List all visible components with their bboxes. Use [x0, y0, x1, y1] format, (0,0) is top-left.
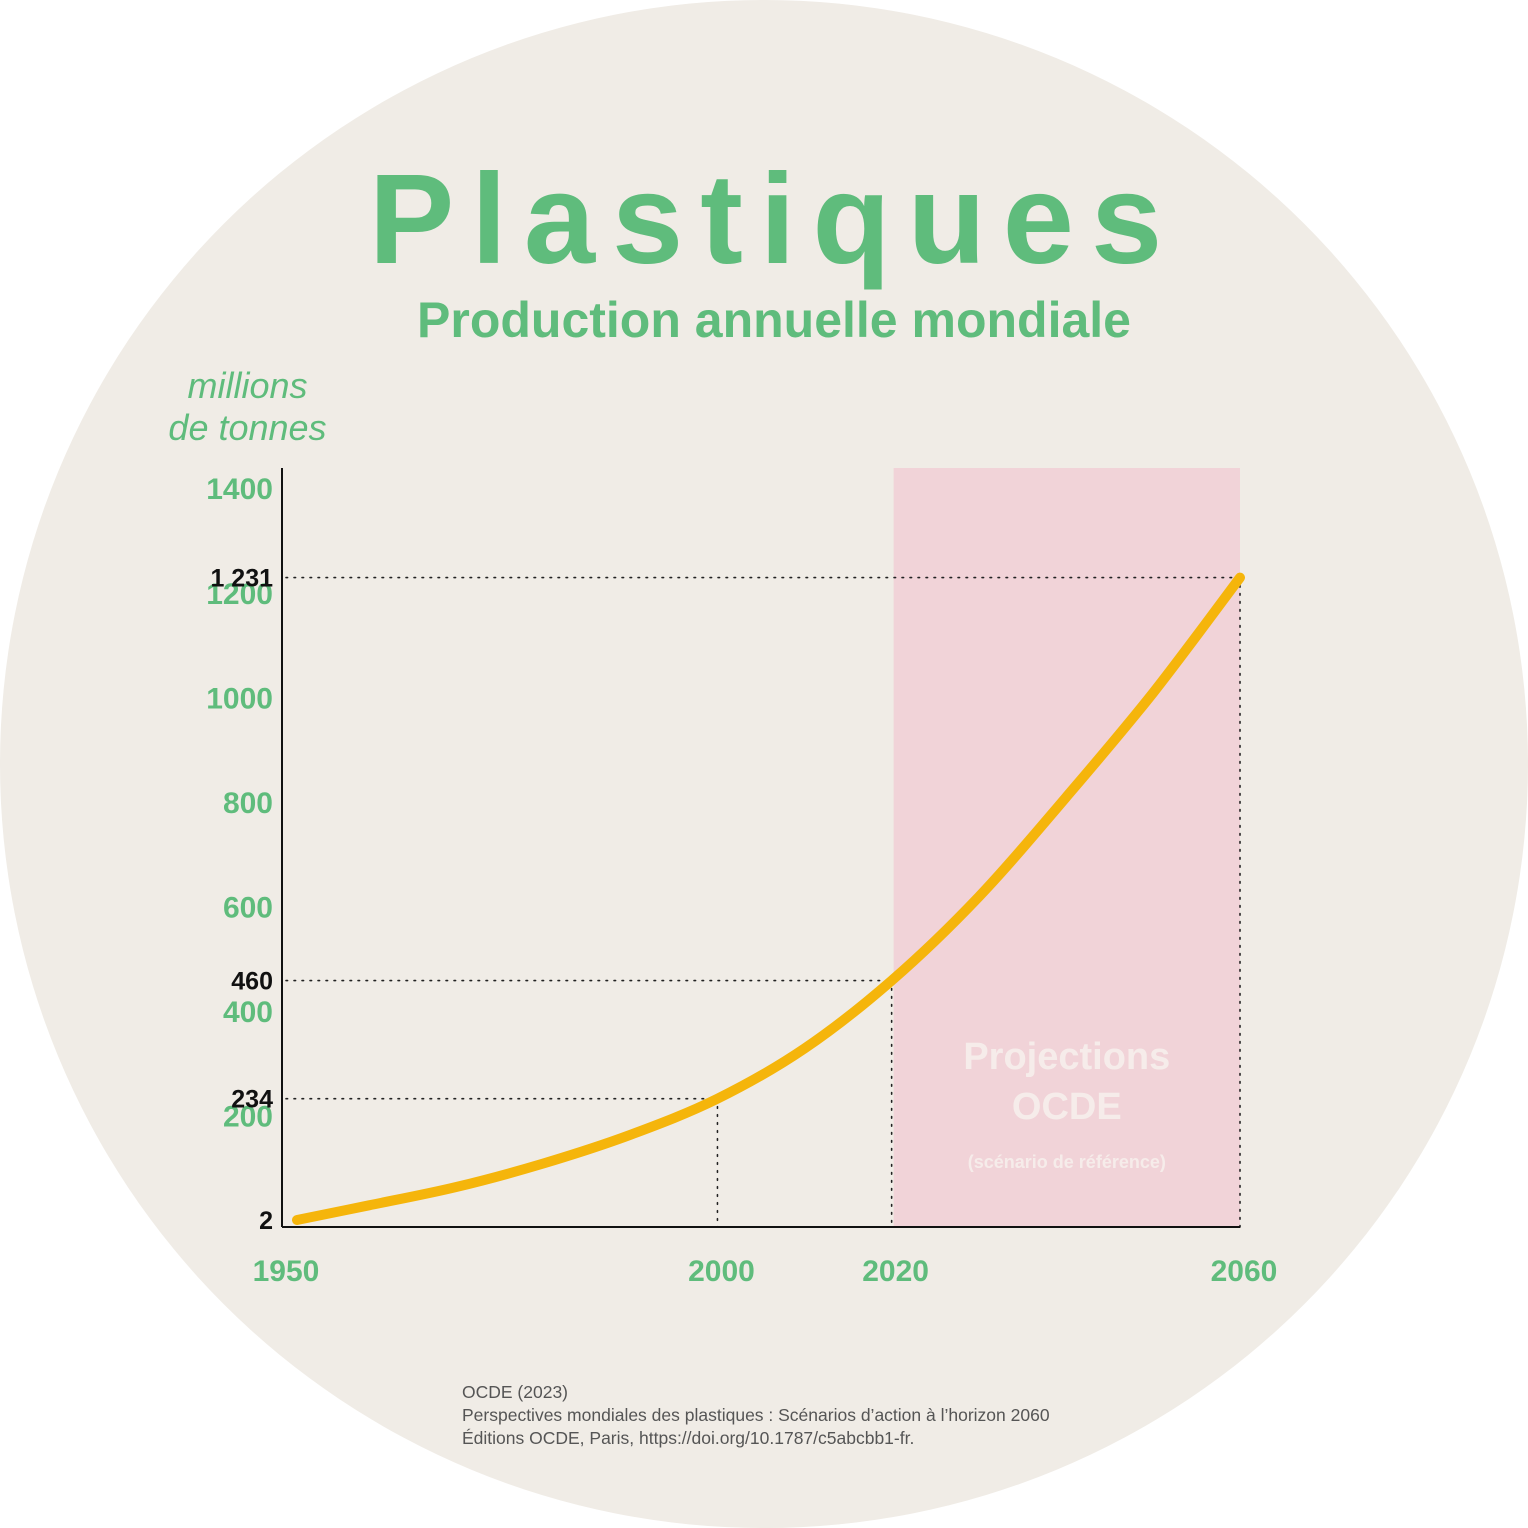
value-label: 460 [231, 968, 273, 996]
source-line-3: Éditions OCDE, Paris, https://doi.org/10… [462, 1428, 915, 1448]
y-tick-label: 1000 [206, 682, 273, 715]
projection-zone-label: Projections OCDE (scénario de référence) [963, 1036, 1170, 1172]
y-tick-label: 800 [223, 787, 273, 820]
projection-label-line: Projections [963, 1036, 1170, 1078]
unit-line-2: de tonnes [168, 407, 327, 448]
y-axis-ticks: 1400 1200 1000 800 600 400 200 [206, 473, 273, 1133]
guide-lines [285, 576, 1241, 1228]
x-tick-label: 2000 [688, 1255, 755, 1288]
production-curve [292, 572, 1245, 1225]
projection-zone [893, 468, 1240, 1227]
unit-line-1: millions [187, 365, 308, 406]
x-tick-label: 2020 [862, 1255, 929, 1288]
y-tick-label: 1200 [206, 578, 273, 611]
x-tick-label: 1950 [253, 1255, 320, 1288]
projection-label-line: OCDE [1012, 1086, 1122, 1128]
chart-title: Plastiques [368, 148, 1180, 291]
y-axis-unit-label: millions de tonnes [140, 365, 355, 449]
y-tick-label: 200 [223, 1100, 273, 1133]
value-label: 2 [259, 1207, 273, 1235]
source-note: OCDE (2023) Perspectives mondiales des p… [462, 1381, 1050, 1450]
y-tick-label: 400 [223, 996, 273, 1029]
y-tick-label: 600 [223, 891, 273, 924]
value-label: 234 [231, 1086, 273, 1114]
value-label: 1 231 [210, 565, 273, 593]
value-labels: 2 234 460 1 231 [210, 565, 273, 1235]
x-tick-label: 2060 [1211, 1255, 1278, 1288]
y-tick-label: 1400 [206, 473, 273, 506]
projection-sublabel: (scénario de référence) [968, 1152, 1166, 1172]
x-axis-ticks: 1950 2000 2020 2060 [253, 1255, 1278, 1288]
source-line-2: Perspectives mondiales des plastiques : … [462, 1405, 1050, 1425]
chart-subtitle: Production annuelle mondiale [417, 292, 1131, 348]
source-line-1: OCDE (2023) [462, 1382, 569, 1402]
